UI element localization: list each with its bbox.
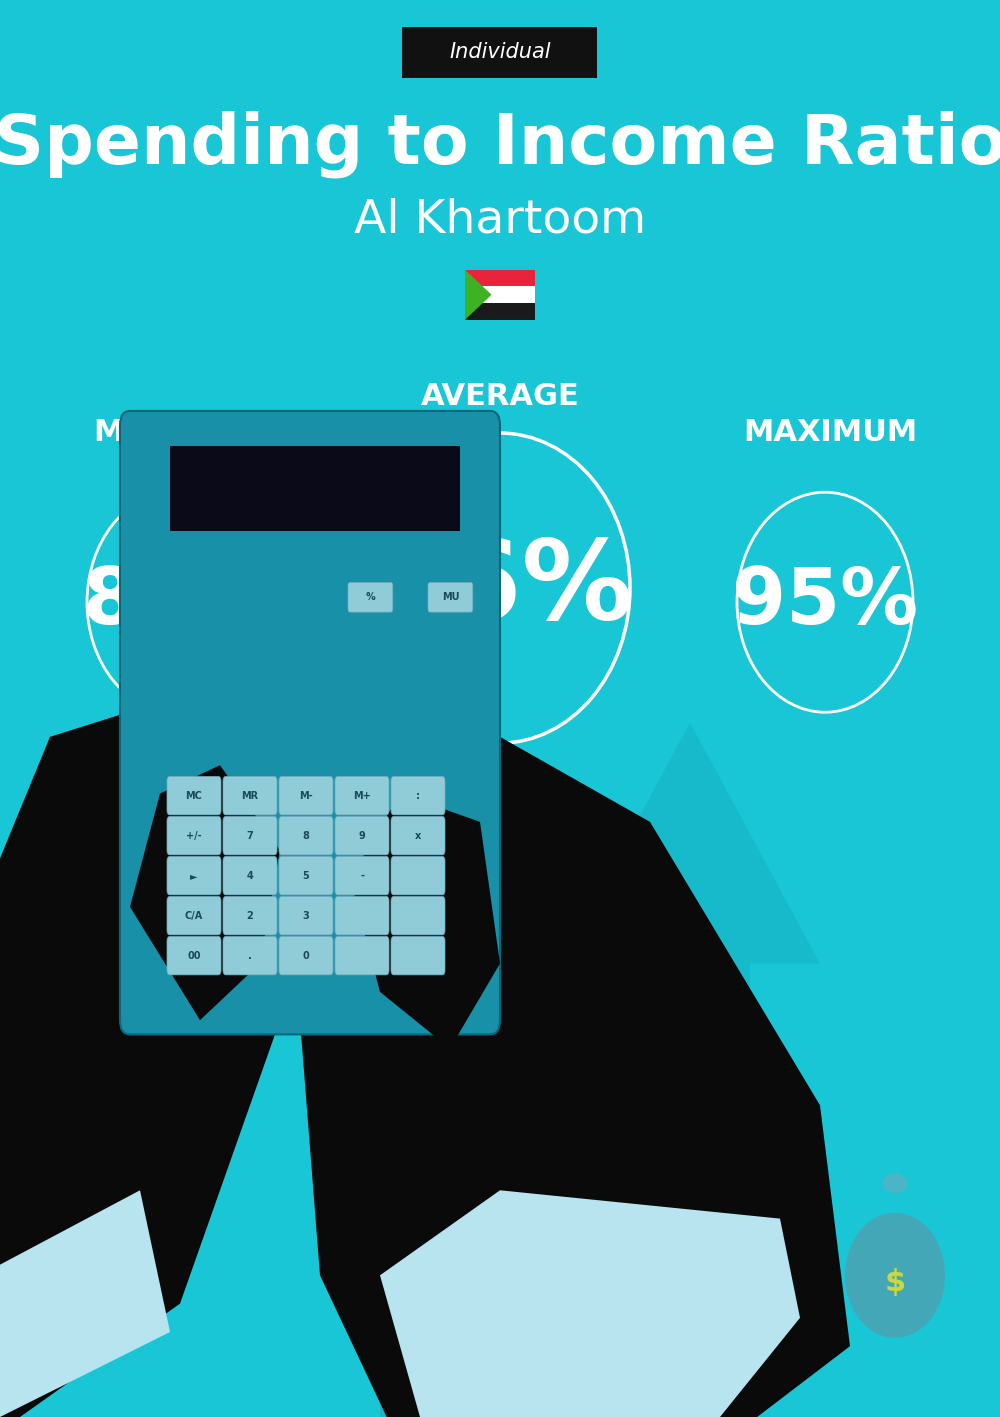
Text: C/A: C/A <box>185 911 203 921</box>
Text: MU: MU <box>442 592 459 602</box>
FancyBboxPatch shape <box>223 897 277 935</box>
Polygon shape <box>460 1105 550 1417</box>
FancyBboxPatch shape <box>279 897 333 935</box>
FancyBboxPatch shape <box>167 856 221 896</box>
Polygon shape <box>380 1190 800 1417</box>
Text: 8: 8 <box>303 830 309 840</box>
FancyBboxPatch shape <box>335 897 389 935</box>
Text: M+: M+ <box>353 791 371 801</box>
FancyBboxPatch shape <box>279 856 333 896</box>
FancyBboxPatch shape <box>391 777 445 815</box>
FancyBboxPatch shape <box>480 1063 720 1346</box>
Text: .: . <box>248 951 252 961</box>
Text: 80%: 80% <box>82 564 268 640</box>
Ellipse shape <box>883 1173 908 1193</box>
Text: 00: 00 <box>187 951 201 961</box>
Polygon shape <box>460 921 740 1063</box>
FancyBboxPatch shape <box>680 1287 810 1306</box>
Text: ►: ► <box>190 870 198 880</box>
Text: MR: MR <box>241 791 259 801</box>
Text: $: $ <box>884 1268 906 1297</box>
FancyBboxPatch shape <box>391 937 445 975</box>
Polygon shape <box>0 708 280 1417</box>
FancyBboxPatch shape <box>167 777 221 815</box>
FancyBboxPatch shape <box>335 777 389 815</box>
Polygon shape <box>350 794 500 1049</box>
FancyBboxPatch shape <box>335 816 389 854</box>
Polygon shape <box>0 1190 170 1417</box>
Text: $: $ <box>773 1230 787 1250</box>
Text: Al Khartoom: Al Khartoom <box>354 197 646 242</box>
FancyBboxPatch shape <box>223 777 277 815</box>
FancyBboxPatch shape <box>391 816 445 854</box>
Text: x: x <box>415 830 421 840</box>
Text: +/-: +/- <box>186 830 202 840</box>
FancyBboxPatch shape <box>391 897 445 935</box>
Polygon shape <box>130 765 280 1020</box>
FancyBboxPatch shape <box>680 1264 810 1284</box>
Text: Spending to Income Ratio: Spending to Income Ratio <box>0 111 1000 179</box>
FancyBboxPatch shape <box>170 446 460 531</box>
Ellipse shape <box>745 1196 815 1270</box>
Text: MINIMUM: MINIMUM <box>93 418 257 446</box>
Text: 9: 9 <box>359 830 365 840</box>
Ellipse shape <box>845 1213 945 1338</box>
Text: Individual: Individual <box>449 43 551 62</box>
FancyBboxPatch shape <box>391 856 445 896</box>
FancyBboxPatch shape <box>167 897 221 935</box>
FancyBboxPatch shape <box>167 937 221 975</box>
FancyBboxPatch shape <box>465 303 535 320</box>
FancyBboxPatch shape <box>640 1134 690 1219</box>
FancyBboxPatch shape <box>279 777 333 815</box>
Text: 86%: 86% <box>367 534 633 642</box>
Text: MAXIMUM: MAXIMUM <box>743 418 917 446</box>
FancyBboxPatch shape <box>223 856 277 896</box>
Text: M-: M- <box>299 791 313 801</box>
Text: 95%: 95% <box>732 564 918 640</box>
FancyBboxPatch shape <box>402 27 597 78</box>
FancyBboxPatch shape <box>279 937 333 975</box>
Text: MC: MC <box>186 791 202 801</box>
Text: 3: 3 <box>303 911 309 921</box>
FancyBboxPatch shape <box>465 269 535 286</box>
Text: AVERAGE: AVERAGE <box>421 383 579 411</box>
FancyBboxPatch shape <box>279 816 333 854</box>
Text: :: : <box>416 791 420 801</box>
Polygon shape <box>560 723 820 1417</box>
FancyBboxPatch shape <box>680 1355 810 1374</box>
FancyBboxPatch shape <box>120 411 500 1034</box>
Text: %: % <box>366 592 375 602</box>
FancyBboxPatch shape <box>223 937 277 975</box>
FancyBboxPatch shape <box>680 1309 810 1329</box>
FancyBboxPatch shape <box>640 928 670 1006</box>
Text: 7: 7 <box>247 830 253 840</box>
FancyBboxPatch shape <box>167 816 221 854</box>
Polygon shape <box>465 269 492 320</box>
FancyBboxPatch shape <box>335 856 389 896</box>
FancyBboxPatch shape <box>335 937 389 975</box>
FancyBboxPatch shape <box>570 1219 630 1346</box>
FancyBboxPatch shape <box>530 1134 580 1219</box>
FancyBboxPatch shape <box>428 582 473 612</box>
Text: 0: 0 <box>303 951 309 961</box>
Text: 2: 2 <box>247 911 253 921</box>
Text: 5: 5 <box>303 870 309 880</box>
Polygon shape <box>300 737 850 1417</box>
FancyBboxPatch shape <box>465 286 535 303</box>
FancyBboxPatch shape <box>223 816 277 854</box>
FancyBboxPatch shape <box>680 1332 810 1352</box>
FancyBboxPatch shape <box>348 582 393 612</box>
Text: 4: 4 <box>247 870 253 880</box>
Polygon shape <box>320 794 540 1417</box>
Text: -: - <box>360 870 364 880</box>
